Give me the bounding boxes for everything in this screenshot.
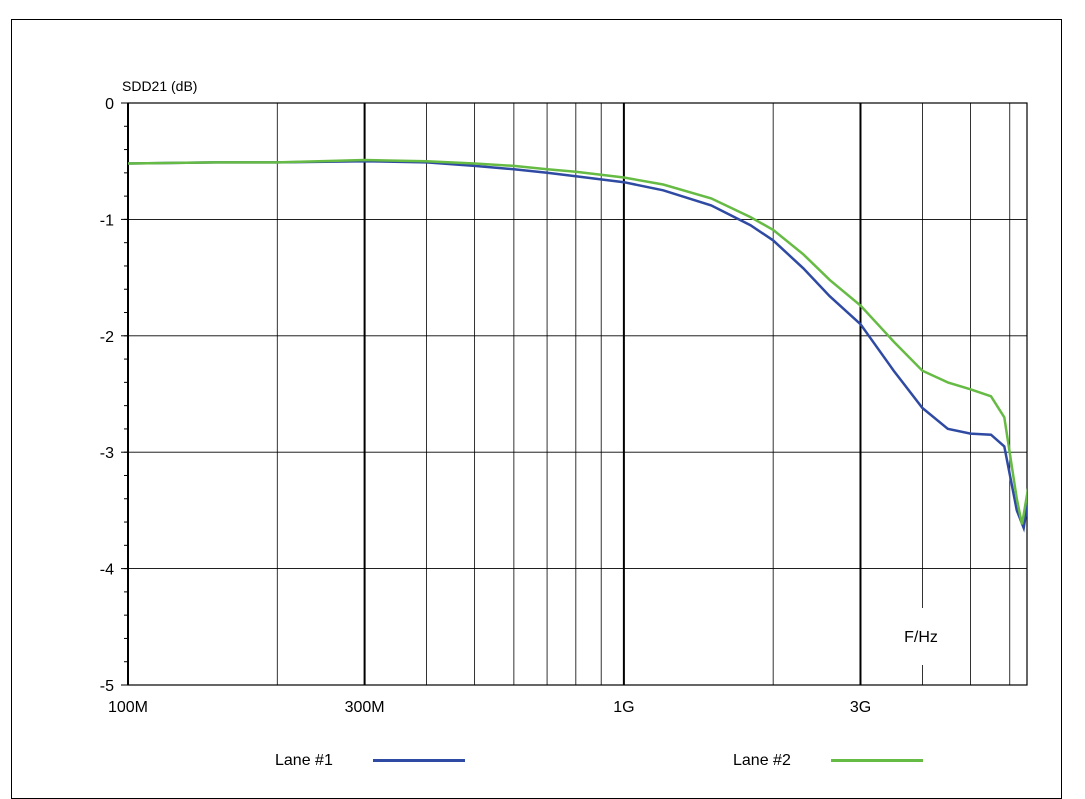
axis-ticks — [121, 102, 128, 686]
series-line-2 — [128, 158, 1027, 525]
y-tick-label: -1 — [100, 212, 114, 229]
x-tick-label: 100M — [108, 699, 148, 716]
grid — [127, 102, 1028, 686]
y-tick-label: -3 — [100, 445, 114, 462]
x-axis-label-box — [884, 608, 966, 665]
tick-labels: 0 -1 -2 -3 -4 -5 100M 300M 1G 3G — [100, 96, 871, 716]
legend-swatch-lane-1 — [372, 759, 465, 763]
x-tick-label: 1G — [613, 699, 634, 716]
y-tick-label: -2 — [100, 329, 114, 346]
legend-label-lane-1: Lane #1 — [275, 752, 333, 769]
legend-item-lane-1: Lane #1 — [275, 752, 465, 770]
legend-swatch-lane-2 — [830, 759, 923, 763]
x-axis-label: F/Hz — [904, 629, 938, 646]
x-tick-label: 300M — [345, 699, 385, 716]
legend-item-lane-2: Lane #2 — [733, 752, 923, 770]
y-tick-label: -5 — [100, 678, 114, 695]
plot-border — [127, 102, 1028, 686]
x-tick-label: 3G — [850, 699, 871, 716]
legend-label-lane-2: Lane #2 — [733, 752, 791, 769]
y-tick-label: 0 — [105, 96, 114, 113]
series-line-1 — [128, 159, 1027, 533]
y-tick-label: -4 — [100, 562, 114, 579]
y-axis-label: SDD21 (dB) — [122, 78, 197, 94]
series-lines — [128, 158, 1027, 533]
